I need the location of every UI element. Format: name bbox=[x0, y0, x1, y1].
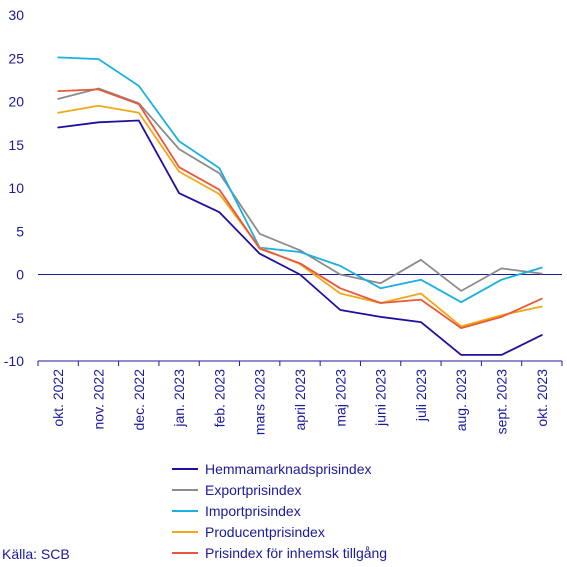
legend-label: Importprisindex bbox=[205, 503, 301, 519]
series-line-3 bbox=[57, 104, 543, 328]
legend-label: Prisindex för inhemsk tillgång bbox=[205, 545, 387, 561]
x-tick-label: aug. 2023 bbox=[453, 369, 469, 431]
y-axis-labels: -10 -5 0 5 10 15 20 25 30 bbox=[4, 7, 24, 369]
y-tick-label: -10 bbox=[4, 353, 24, 369]
legend: Hemmamarknadsprisindex Exportprisindex Imp… bbox=[172, 461, 387, 561]
x-tick-label: dec. 2022 bbox=[131, 369, 147, 431]
y-tick-label: 5 bbox=[16, 223, 24, 239]
y-tick-label: 20 bbox=[8, 94, 24, 110]
x-axis: okt. 2022 nov. 2022 dec. 2022 jan. 2023 feb.… bbox=[37, 360, 563, 435]
source-note: Källa: SCB bbox=[2, 546, 70, 562]
x-tick-label: nov. 2022 bbox=[90, 369, 106, 430]
legend-label: Producentprisindex bbox=[205, 524, 325, 540]
x-tick-label: april 2023 bbox=[292, 369, 308, 431]
x-tick-label: jan. 2023 bbox=[171, 369, 187, 428]
x-tick-label: juni 2023 bbox=[373, 369, 389, 427]
x-tick-label: sept. 2023 bbox=[494, 369, 510, 435]
y-tick-label: 10 bbox=[8, 180, 24, 196]
x-tick-label: okt. 2023 bbox=[534, 369, 550, 427]
x-tick-label: feb. 2023 bbox=[211, 369, 227, 428]
y-tick-label: 0 bbox=[16, 267, 24, 283]
x-tick-label: okt. 2022 bbox=[50, 369, 66, 427]
x-tick-label: maj 2023 bbox=[332, 369, 348, 427]
legend-label: Exportprisindex bbox=[205, 482, 302, 498]
y-tick-label: -5 bbox=[12, 310, 25, 326]
series-line-4 bbox=[57, 88, 543, 330]
legend-label: Hemmamarknadsprisindex bbox=[205, 461, 372, 477]
x-tick-label: mars 2023 bbox=[252, 369, 268, 435]
series-line-0 bbox=[57, 119, 543, 356]
y-tick-label: 15 bbox=[8, 137, 24, 153]
series-line-1 bbox=[57, 87, 543, 292]
x-tick-label: juli 2023 bbox=[413, 369, 429, 422]
y-tick-label: 30 bbox=[8, 7, 24, 23]
series-line-2 bbox=[57, 56, 543, 304]
y-tick-label: 25 bbox=[8, 50, 24, 66]
series-lines bbox=[57, 56, 543, 356]
